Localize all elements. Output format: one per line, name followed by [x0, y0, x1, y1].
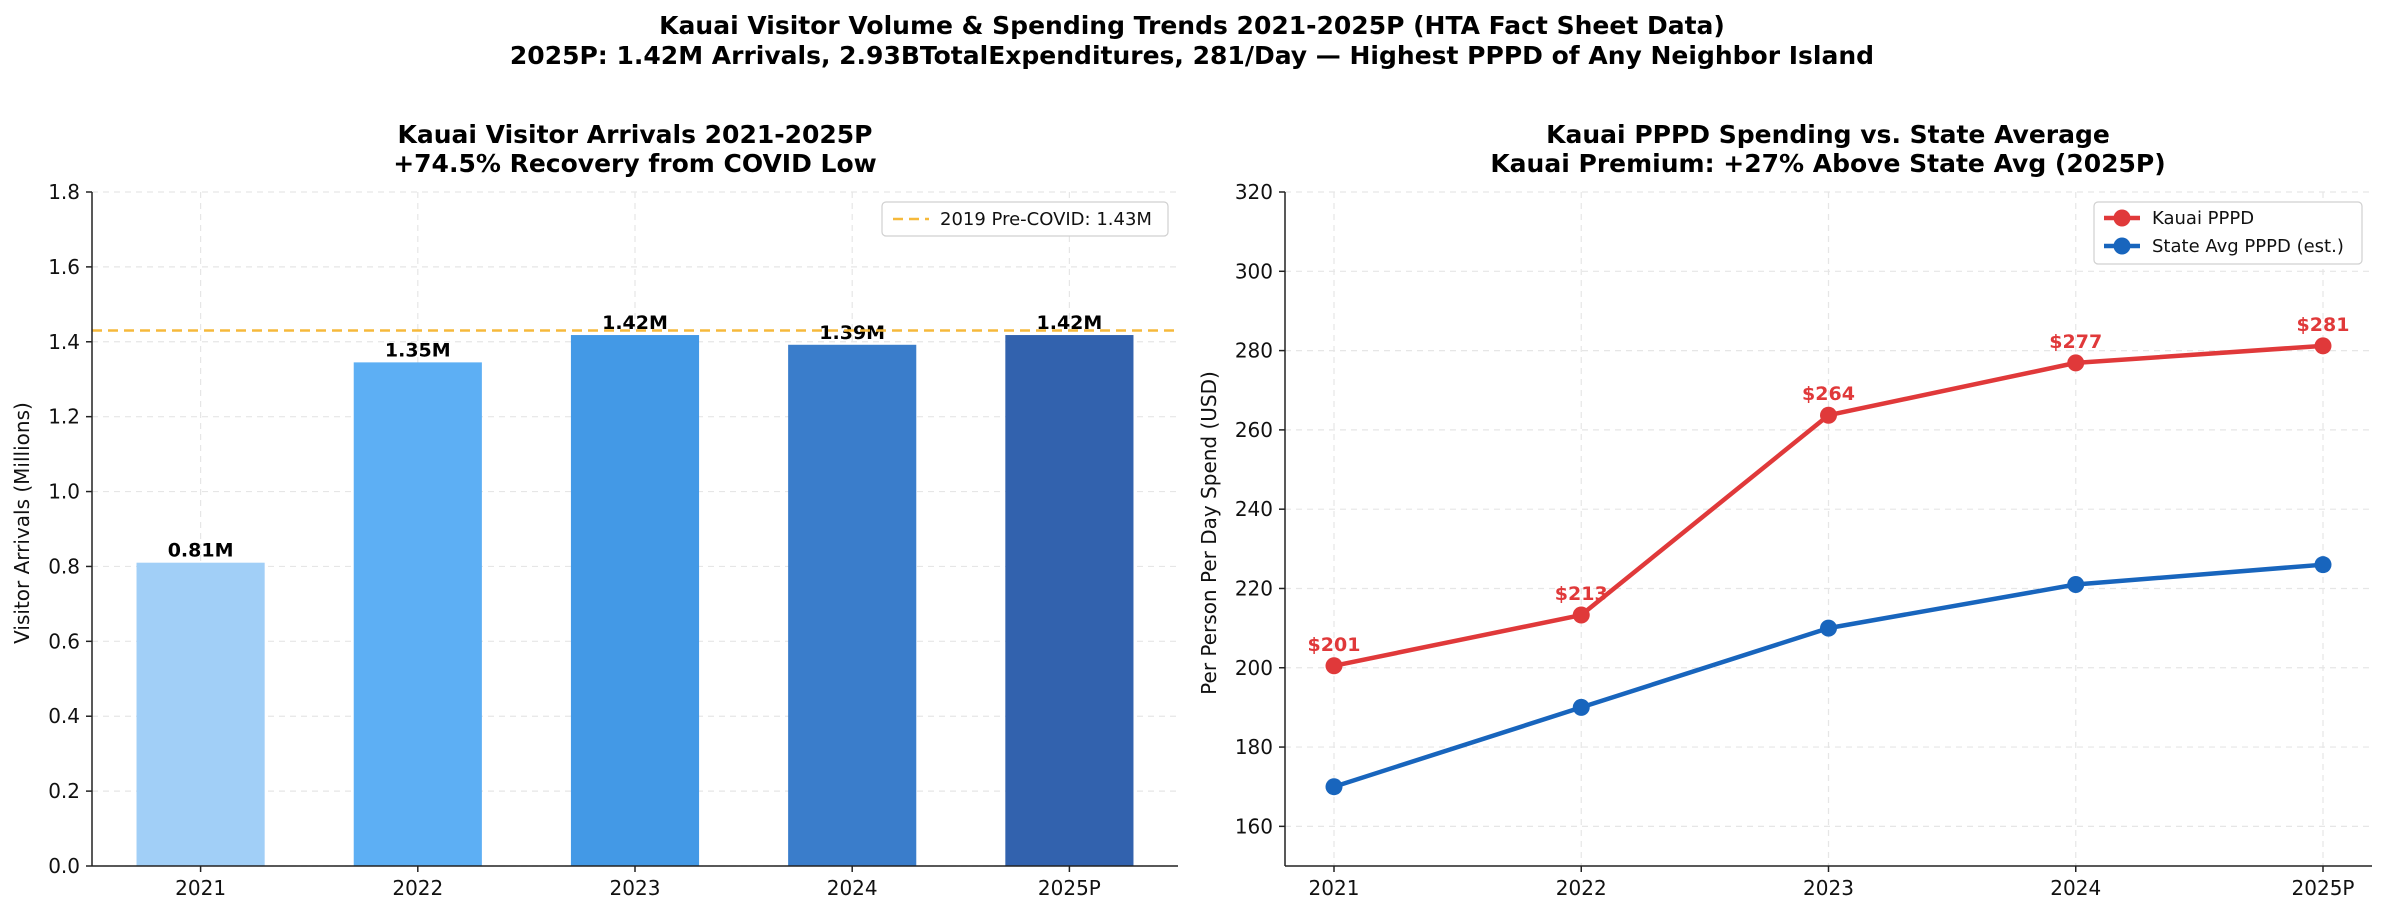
state-pppd-point: [1572, 698, 1590, 716]
arrivals-bar-label: 0.81M: [168, 540, 234, 562]
state-legend-marker: [2113, 237, 2131, 255]
arrivals-y-tick-label: 0.6: [48, 629, 80, 653]
arrivals-y-tick-label: 0.0: [48, 854, 80, 878]
arrivals-y-tick-label: 1.2: [48, 405, 80, 429]
pppd-x-tick-label: 2023: [1803, 876, 1854, 900]
pppd-y-tick-label: 240: [1235, 497, 1273, 521]
pppd-legend: Kauai PPPD State Avg PPPD (est.): [2093, 201, 2363, 265]
figure-title: Kauai Visitor Volume & Spending Trends 2…: [659, 11, 1725, 40]
arrivals-bar: [570, 335, 700, 866]
kauai-pppd-point: [2314, 337, 2332, 355]
state-pppd-point: [1325, 778, 1343, 796]
pppd-y-tick-label: 260: [1235, 418, 1273, 442]
kauai-pppd-point: [1820, 406, 1837, 424]
arrivals-legend-box: [881, 201, 1169, 237]
pppd-chart-title: Kauai PPPD Spending vs. State Average: [1546, 120, 2110, 149]
kauai-pppd-point-label: $277: [2049, 331, 2102, 353]
arrivals-x-tick-label: 2025P: [1038, 876, 1101, 900]
kauai-legend-label: Kauai PPPD: [2152, 208, 2254, 229]
pppd-y-tick-label: 220: [1235, 576, 1273, 600]
arrivals-bar-label: 1.39M: [819, 322, 885, 344]
pppd-y-axis-label: Per Person Per Day Spend (USD): [1197, 371, 1221, 695]
arrivals-bar: [1005, 335, 1134, 866]
pppd-y-tick-label: 160: [1235, 814, 1273, 838]
pppd-y-tick-label: 280: [1235, 339, 1273, 363]
arrivals-y-tick-label: 0.8: [48, 554, 80, 578]
arrivals-chart-title: Kauai Visitor Arrivals 2021-2025P: [397, 120, 872, 149]
arrivals-bar: [353, 362, 482, 866]
state-pppd-point: [2067, 576, 2085, 594]
pppd-x-tick-label: 2024: [2050, 876, 2101, 900]
pppd-x-tick-label: 2021: [1309, 876, 1360, 900]
arrivals-chart-subtitle: +74.5% Recovery from COVID Low: [393, 149, 877, 178]
pppd-chart-subtitle: Kauai Premium: +27% Above State Avg (202…: [1490, 149, 2165, 178]
arrivals-x-tick-label: 2023: [610, 876, 661, 900]
arrivals-x-tick-label: 2021: [175, 876, 226, 900]
arrivals-bar-label: 1.42M: [602, 312, 668, 334]
kauai-pppd-point-label: $201: [1308, 634, 1361, 656]
kauai-pppd-point: [1325, 657, 1343, 675]
pppd-x-tick-label: 2022: [1556, 876, 1607, 900]
figure-subtitle: 2025P: 1.42M Arrivals, 2.93BTotalExpendi…: [510, 41, 1874, 70]
arrivals-bar: [136, 562, 265, 866]
arrivals-bar: [788, 344, 917, 867]
pppd-y-tick-label: 200: [1235, 656, 1273, 680]
arrivals-y-tick-label: 0.2: [48, 779, 80, 803]
state-pppd-point: [2314, 556, 2332, 574]
kauai-pppd-point-label: $213: [1555, 583, 1608, 605]
pppd-line-chart: Kauai PPPD Spending vs. State Average Ka…: [1197, 120, 2372, 900]
pppd-y-tick-label: 300: [1235, 259, 1273, 283]
arrivals-y-axis-label: Visitor Arrivals (Millions): [10, 402, 34, 644]
pppd-y-tick-label: 180: [1235, 735, 1273, 759]
state-pppd-point: [1820, 619, 1837, 637]
pppd-y-tick-label: 320: [1235, 180, 1273, 204]
arrivals-x-tick-label: 2024: [827, 876, 878, 900]
arrivals-y-tick-label: 1.4: [48, 330, 80, 354]
arrivals-y-tick-label: 1.8: [48, 180, 80, 204]
state-legend-label: State Avg PPPD (est.): [2152, 236, 2344, 257]
arrivals-bar-chart: Kauai Visitor Arrivals 2021-2025P +74.5%…: [10, 120, 1178, 900]
kauai-legend-marker: [2113, 209, 2131, 227]
arrivals-bar-label: 1.42M: [1037, 312, 1103, 334]
pppd-x-tick-label: 2025P: [2292, 876, 2355, 900]
arrivals-y-tick-label: 0.4: [48, 704, 80, 728]
kauai-pppd-point-label: $264: [1802, 383, 1855, 405]
arrivals-legend: 2019 Pre-COVID: 1.43M: [881, 201, 1169, 237]
kauai-pppd-point-label: $281: [2297, 314, 2350, 336]
pppd-legend-box: [2093, 201, 2363, 265]
arrivals-legend-label: 2019 Pre-COVID: 1.43M: [940, 209, 1152, 230]
kauai-pppd-point: [2067, 354, 2085, 372]
arrivals-y-tick-label: 1.0: [48, 480, 80, 504]
arrivals-bar-label: 1.35M: [385, 339, 451, 361]
kauai-pppd-point: [1572, 606, 1590, 624]
arrivals-y-tick-label: 1.6: [48, 255, 80, 279]
arrivals-x-tick-label: 2022: [392, 876, 443, 900]
